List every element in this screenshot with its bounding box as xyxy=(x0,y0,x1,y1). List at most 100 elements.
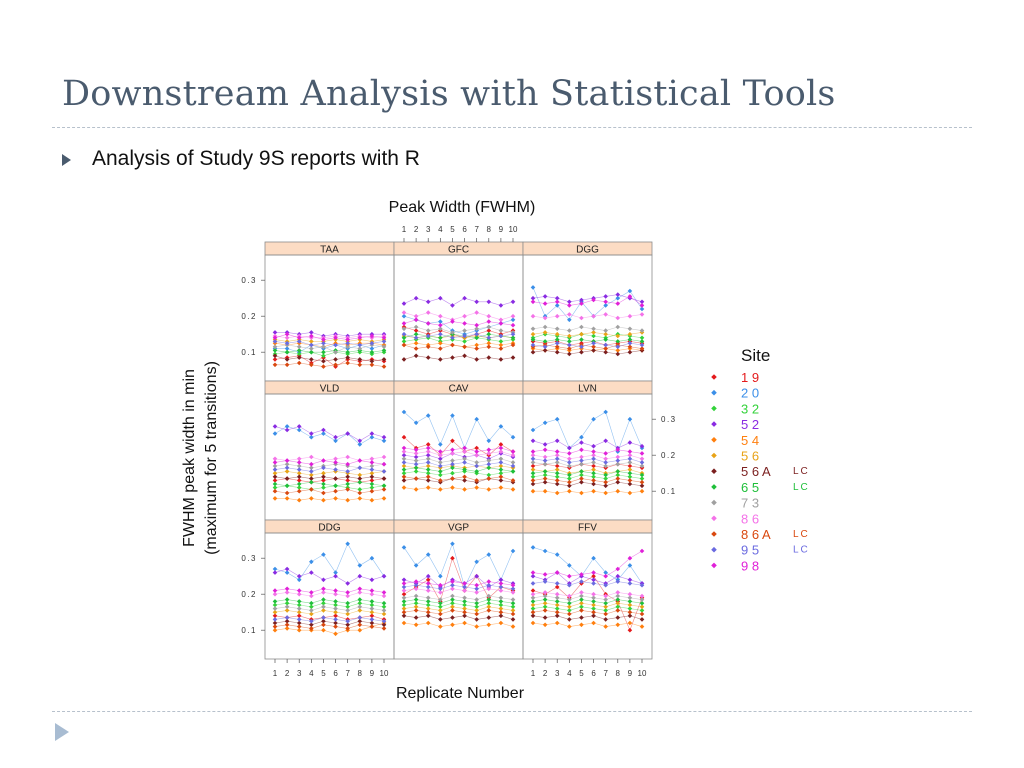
data-point xyxy=(542,447,548,453)
data-point xyxy=(321,481,326,487)
data-point xyxy=(345,618,350,624)
x-tick-label: 2 xyxy=(285,669,290,678)
data-point xyxy=(284,570,290,575)
data-point xyxy=(272,496,278,501)
data-point xyxy=(357,362,363,368)
data-point xyxy=(357,618,363,624)
panel-frame xyxy=(393,393,524,521)
data-point xyxy=(615,479,621,485)
data-point xyxy=(510,611,516,617)
data-point xyxy=(554,349,560,355)
data-point xyxy=(272,478,278,483)
data-point xyxy=(554,449,560,454)
data-point xyxy=(309,362,314,368)
data-point xyxy=(486,622,492,628)
data-point xyxy=(438,469,443,474)
data-point xyxy=(591,340,596,346)
data-point xyxy=(554,452,560,458)
data-point xyxy=(296,348,302,353)
data-point xyxy=(438,335,443,341)
data-point xyxy=(639,593,645,599)
series-line xyxy=(403,606,514,611)
data-point xyxy=(486,487,492,492)
data-point xyxy=(272,481,278,487)
data-point xyxy=(627,563,633,568)
data-point xyxy=(542,488,548,494)
x-tick-label: 1 xyxy=(531,669,536,678)
data-point xyxy=(357,615,363,620)
data-point xyxy=(413,295,419,301)
data-point xyxy=(296,344,302,350)
data-point xyxy=(498,449,504,454)
data-point xyxy=(615,339,621,344)
data-point xyxy=(554,313,560,319)
series-line xyxy=(403,342,514,348)
data-point xyxy=(486,438,492,444)
y-tick-label: 0.2 xyxy=(241,590,257,599)
data-point xyxy=(579,454,584,460)
data-point xyxy=(321,474,326,480)
data-point xyxy=(474,469,479,474)
data-point xyxy=(579,472,584,478)
data-point xyxy=(333,617,338,622)
x-tick-label: 4 xyxy=(438,225,443,234)
chart-y-axis-label-line-1: FWHM peak width in min xyxy=(181,369,198,547)
data-point xyxy=(639,342,645,348)
data-point xyxy=(450,597,455,602)
data-point xyxy=(296,460,302,465)
data-point xyxy=(272,467,278,472)
data-point xyxy=(510,355,516,360)
x-tick-label: 10 xyxy=(638,669,647,678)
data-point xyxy=(510,600,516,606)
y-tick-label: 0.2 xyxy=(241,312,257,321)
data-point xyxy=(567,488,572,494)
data-point xyxy=(603,303,608,308)
data-point xyxy=(321,349,326,355)
data-point xyxy=(498,599,504,604)
data-point xyxy=(345,469,350,474)
data-point xyxy=(639,479,645,485)
data-point xyxy=(357,346,363,351)
data-point xyxy=(579,593,584,599)
data-point xyxy=(381,496,387,501)
data-point xyxy=(309,333,314,339)
data-point xyxy=(462,613,467,619)
data-point xyxy=(510,487,516,492)
data-point xyxy=(498,474,504,480)
data-point xyxy=(498,346,504,351)
data-point xyxy=(284,335,290,341)
data-point xyxy=(369,606,375,611)
data-point xyxy=(450,582,455,588)
series-line xyxy=(532,622,643,627)
series-line xyxy=(403,610,514,615)
data-point xyxy=(296,485,302,490)
data-point xyxy=(401,452,407,458)
data-point xyxy=(369,478,375,483)
data-point xyxy=(542,420,548,426)
data-point xyxy=(542,324,548,330)
data-point xyxy=(567,299,572,305)
series-line xyxy=(532,469,643,474)
data-point xyxy=(567,597,572,602)
data-point xyxy=(413,582,419,588)
data-point xyxy=(591,488,596,494)
data-point xyxy=(474,597,479,602)
data-point xyxy=(486,328,492,333)
data-point xyxy=(401,599,407,604)
panel-strip-label: DDG xyxy=(318,523,340,534)
data-point xyxy=(498,328,504,333)
data-point xyxy=(357,490,363,496)
data-point xyxy=(530,342,536,348)
data-point xyxy=(284,490,290,496)
data-point xyxy=(474,445,479,451)
data-point xyxy=(333,606,338,611)
data-point xyxy=(401,301,407,306)
data-point xyxy=(296,617,302,622)
data-point xyxy=(309,590,314,595)
data-point xyxy=(603,294,608,299)
data-point xyxy=(530,570,536,575)
data-point xyxy=(381,626,387,631)
x-tick-label: 7 xyxy=(345,669,350,678)
nav-next-triangle-icon[interactable] xyxy=(54,722,70,742)
legend-marker xyxy=(711,562,717,569)
